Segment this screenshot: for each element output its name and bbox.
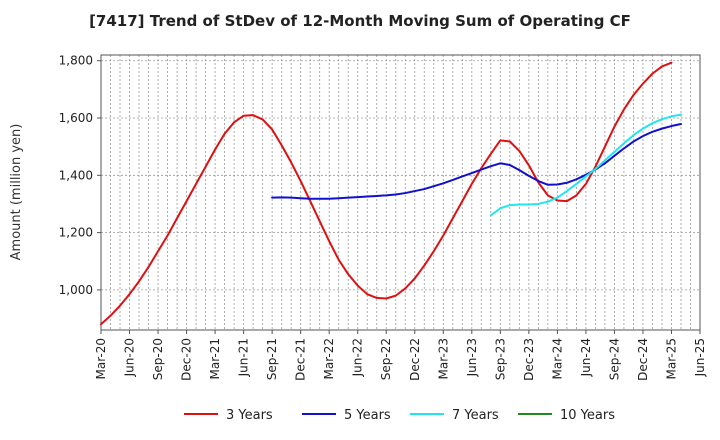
x-tick-label: Jun-24 <box>579 338 593 377</box>
legend-label: 10 Years <box>560 408 615 423</box>
x-tick-label: Mar-24 <box>550 338 564 379</box>
legend: 3 Years 5 Years 7 Years 10 Years <box>184 408 615 423</box>
x-tick-label: Dec-24 <box>636 338 650 381</box>
x-tick-label: Sep-24 <box>607 338 621 380</box>
x-tick-label: Dec-22 <box>408 338 422 381</box>
x-axis-ticks: Mar-20 Jun-20 Sep-20 Dec-20 Mar-21 Jun-21 Sep-… <box>94 330 707 381</box>
series-lines <box>100 61 682 326</box>
y-axis-ticks: 1,000 1,200 1,400 1,600 1,800 <box>59 54 101 297</box>
y-tick-label: 1,000 <box>59 283 93 297</box>
y-tick-label: 1,800 <box>59 54 93 68</box>
x-tick-label: Sep-23 <box>493 338 507 380</box>
series-line-7-years <box>489 113 682 217</box>
x-tick-label: Sep-21 <box>265 338 279 380</box>
grid <box>101 55 700 330</box>
legend-label: 3 Years <box>226 408 273 423</box>
x-tick-label: Dec-23 <box>522 338 536 381</box>
y-tick-label: 1,600 <box>59 111 93 125</box>
x-tick-label: Mar-25 <box>664 338 678 379</box>
y-tick-label: 1,400 <box>59 168 93 182</box>
y-tick-label: 1,200 <box>59 226 93 240</box>
plot-frame <box>100 54 701 331</box>
x-tick-label: Mar-20 <box>94 338 108 379</box>
x-tick-label: Sep-20 <box>151 338 165 380</box>
x-tick-label: Jun-20 <box>123 338 137 377</box>
legend-label: 7 Years <box>452 408 499 423</box>
x-tick-label: Mar-21 <box>208 338 222 379</box>
x-tick-label: Jun-22 <box>351 338 365 377</box>
chart-title: [7417] Trend of StDev of 12-Month Moving… <box>89 12 631 30</box>
x-tick-label: Sep-22 <box>379 338 393 380</box>
series-line-5-years <box>271 123 682 200</box>
x-tick-label: Jun-25 <box>693 338 707 377</box>
x-tick-label: Dec-20 <box>180 338 194 381</box>
series-line-3-years <box>100 61 673 326</box>
legend-label: 5 Years <box>344 408 391 423</box>
x-tick-label: Jun-21 <box>237 338 251 377</box>
x-tick-label: Dec-21 <box>294 338 308 381</box>
y-axis-label: Amount (million yen) <box>9 124 24 261</box>
x-tick-label: Mar-22 <box>322 338 336 379</box>
x-tick-label: Mar-23 <box>436 338 450 379</box>
x-tick-label: Jun-23 <box>465 338 479 377</box>
